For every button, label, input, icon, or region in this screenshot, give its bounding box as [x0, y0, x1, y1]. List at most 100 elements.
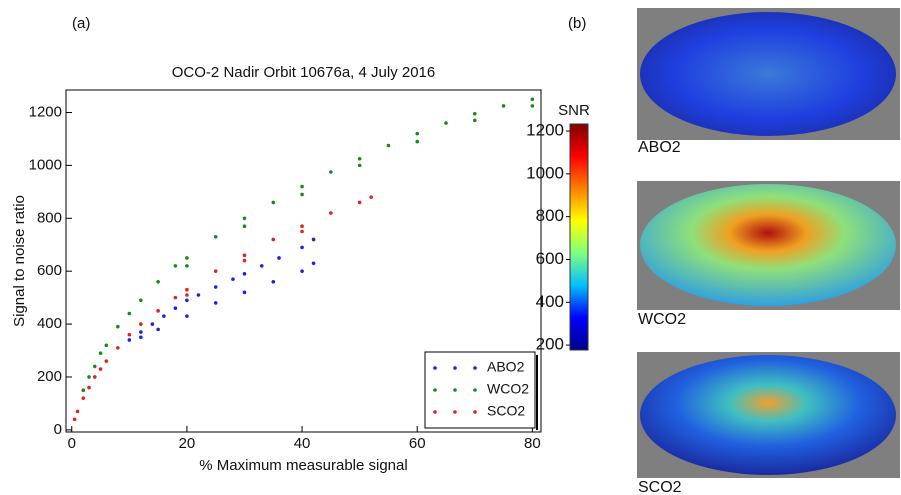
point — [530, 104, 535, 108]
point — [415, 139, 420, 144]
point — [300, 245, 304, 250]
point — [357, 156, 362, 161]
legend-label: ABO2 — [487, 359, 525, 375]
point — [196, 293, 201, 297]
point — [92, 364, 97, 369]
plot-frame — [65, 89, 542, 433]
series — [81, 97, 535, 393]
point — [271, 237, 276, 242]
point — [185, 298, 189, 303]
point — [501, 104, 506, 108]
point — [139, 330, 143, 334]
point — [156, 327, 160, 332]
point — [242, 258, 247, 263]
point — [139, 335, 143, 340]
point — [277, 256, 281, 260]
point — [185, 287, 189, 292]
point — [98, 351, 103, 355]
point — [329, 211, 333, 215]
colorbar-tick-label: 1200 — [526, 121, 564, 140]
point — [242, 224, 247, 229]
point — [530, 97, 535, 102]
point — [98, 367, 103, 371]
point — [213, 285, 218, 289]
maps — [637, 8, 900, 478]
map-label: WCO2 — [638, 311, 686, 328]
legend-marker — [433, 388, 437, 392]
colorbar-tick-label: 600 — [536, 249, 564, 268]
point — [271, 279, 276, 284]
point — [415, 131, 420, 136]
point — [357, 200, 362, 205]
point — [311, 237, 316, 242]
point — [156, 279, 160, 284]
point — [185, 264, 189, 268]
colorbar — [569, 123, 589, 351]
y-tick-label: 1000 — [29, 156, 62, 173]
point — [444, 121, 448, 125]
point — [300, 269, 304, 273]
point — [300, 192, 304, 197]
point — [472, 118, 477, 123]
point — [139, 322, 143, 326]
x-tick-label: 0 — [68, 435, 76, 452]
point — [213, 269, 218, 273]
point — [173, 295, 178, 300]
point — [127, 332, 132, 337]
point — [242, 290, 247, 295]
x-tick-label: 60 — [409, 435, 426, 452]
legend-label: SCO2 — [487, 403, 525, 419]
point — [87, 385, 91, 390]
point — [369, 195, 373, 199]
point — [104, 343, 109, 348]
panel-label: (b) — [568, 15, 586, 32]
point — [81, 396, 86, 400]
point — [300, 229, 304, 234]
legend-box — [424, 351, 536, 429]
point — [386, 143, 391, 148]
point — [173, 264, 178, 268]
y-axis-label: Signal to noise ratio — [11, 195, 28, 327]
point — [242, 272, 247, 276]
legend-marker — [473, 388, 477, 392]
colorbar-tick-label: 200 — [536, 335, 564, 354]
point — [213, 234, 218, 239]
point — [242, 253, 247, 258]
point — [185, 256, 189, 260]
map — [640, 12, 896, 136]
y-tick-label: 200 — [37, 368, 62, 385]
point — [87, 375, 91, 379]
colorbar-tick-label: 800 — [536, 206, 564, 225]
point — [231, 277, 235, 281]
x-tick-label: 40 — [294, 435, 311, 452]
series — [72, 195, 373, 422]
point — [311, 261, 316, 266]
point — [242, 216, 247, 221]
legend-marker — [433, 410, 437, 414]
legend-marker — [453, 388, 457, 392]
point — [185, 293, 189, 297]
y-tick-label: 400 — [37, 315, 62, 332]
panel-label: (a) — [72, 15, 90, 32]
point — [139, 298, 143, 303]
colorbar-title: SNR — [558, 102, 590, 119]
point — [329, 170, 333, 174]
y-tick-label: 1200 — [29, 103, 62, 120]
point — [81, 388, 86, 393]
map-label: ABO2 — [638, 139, 681, 156]
y-tick-label: 0 — [54, 421, 62, 438]
series — [127, 237, 316, 342]
point — [75, 409, 80, 414]
point — [92, 375, 97, 379]
map-label: SCO2 — [638, 479, 682, 495]
point — [300, 224, 304, 229]
point — [213, 301, 218, 305]
point — [173, 306, 178, 311]
point — [150, 322, 155, 326]
chart-title: OCO-2 Nadir Orbit 10676a, 4 July 2016 — [172, 64, 435, 81]
legend-marker — [473, 410, 477, 414]
colorbar-tick-label: 1000 — [526, 163, 564, 182]
point — [116, 346, 120, 350]
point — [472, 112, 477, 116]
